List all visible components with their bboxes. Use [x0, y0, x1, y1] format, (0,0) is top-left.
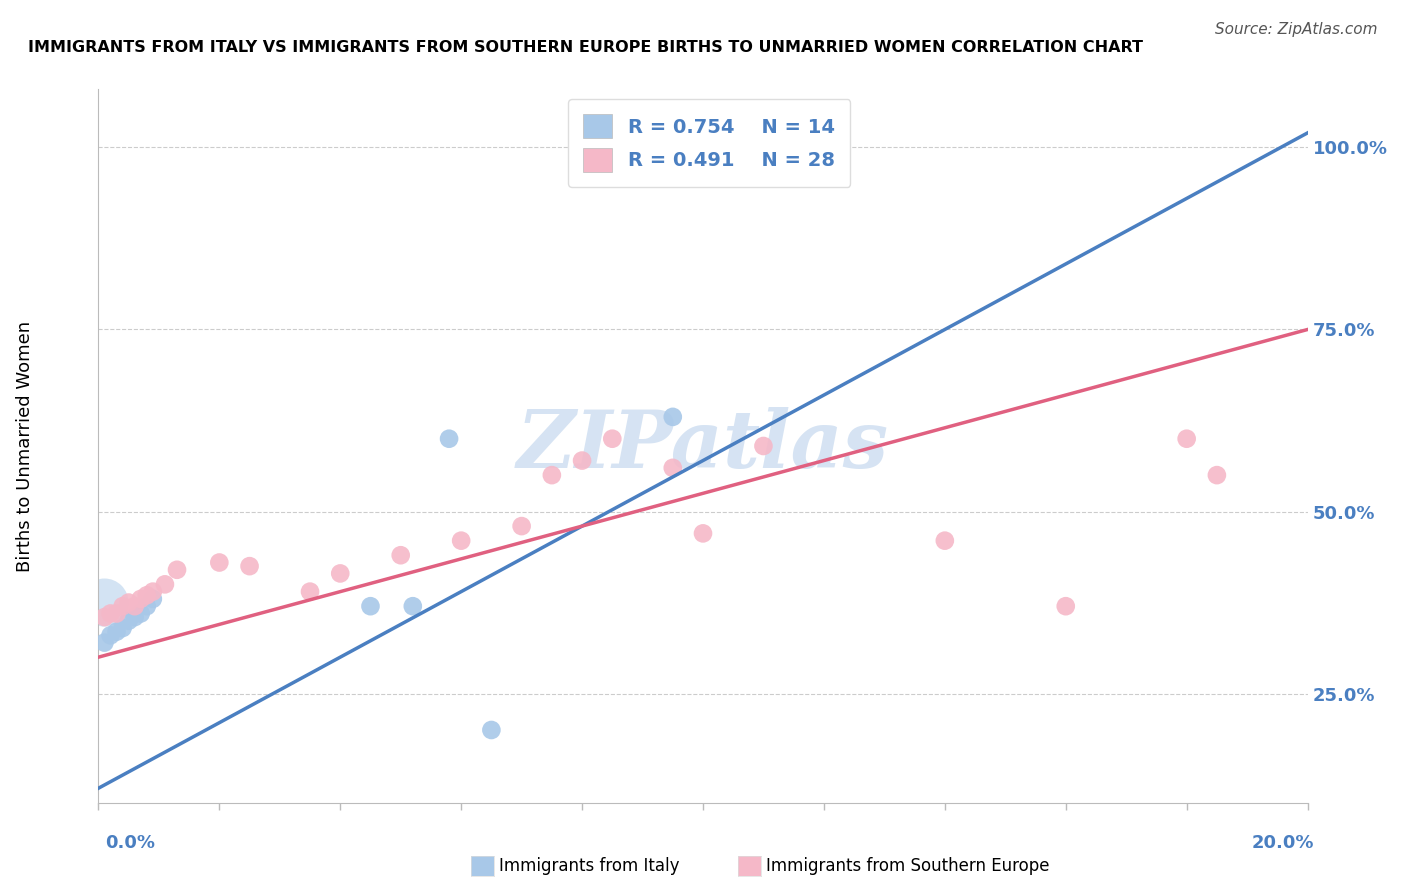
Point [166, 563, 188, 577]
Point [100, 607, 122, 621]
Text: Source: ZipAtlas.com: Source: ZipAtlas.com [1215, 22, 1378, 37]
Point [329, 566, 352, 581]
Point [124, 599, 146, 614]
Point [360, 599, 382, 614]
Point [1175, 432, 1198, 446]
Point [129, 591, 152, 606]
Point [118, 614, 141, 628]
Point [153, 577, 176, 591]
Point [118, 596, 141, 610]
Point [661, 409, 683, 424]
Point [239, 559, 262, 574]
Point [93, 635, 115, 649]
Text: IMMIGRANTS FROM ITALY VS IMMIGRANTS FROM SOUTHERN EUROPE BIRTHS TO UNMARRIED WOM: IMMIGRANTS FROM ITALY VS IMMIGRANTS FROM… [28, 40, 1143, 55]
Text: 0.0%: 0.0% [105, 834, 156, 852]
Point [105, 624, 128, 639]
Point [111, 621, 134, 635]
Point [571, 453, 593, 467]
Point [129, 607, 152, 621]
Point [450, 533, 472, 548]
Point [661, 460, 683, 475]
Point [540, 468, 562, 483]
Point [752, 439, 775, 453]
Point [299, 584, 322, 599]
Point [105, 607, 128, 621]
Point [142, 591, 165, 606]
Point [93, 596, 115, 610]
Point [135, 588, 157, 602]
Point [437, 432, 460, 446]
Text: 20.0%: 20.0% [1253, 834, 1315, 852]
Point [135, 599, 157, 614]
Text: Immigrants from Italy: Immigrants from Italy [499, 857, 679, 875]
Point [481, 723, 503, 737]
Point [692, 526, 714, 541]
Point [934, 533, 956, 548]
Point [208, 556, 231, 570]
Point [1054, 599, 1077, 614]
Text: ZIPatlas: ZIPatlas [517, 408, 889, 484]
Point [111, 599, 134, 614]
Point [602, 432, 624, 446]
Legend: R = 0.754    N = 14, R = 0.491    N = 28: R = 0.754 N = 14, R = 0.491 N = 28 [568, 99, 851, 187]
Text: Births to Unmarried Women: Births to Unmarried Women [17, 320, 34, 572]
Point [402, 599, 425, 614]
Point [93, 610, 115, 624]
Point [124, 610, 146, 624]
Point [142, 584, 165, 599]
Point [389, 548, 412, 562]
Point [510, 519, 533, 533]
Text: Immigrants from Southern Europe: Immigrants from Southern Europe [766, 857, 1050, 875]
Point [100, 628, 122, 642]
Point [1206, 468, 1229, 483]
